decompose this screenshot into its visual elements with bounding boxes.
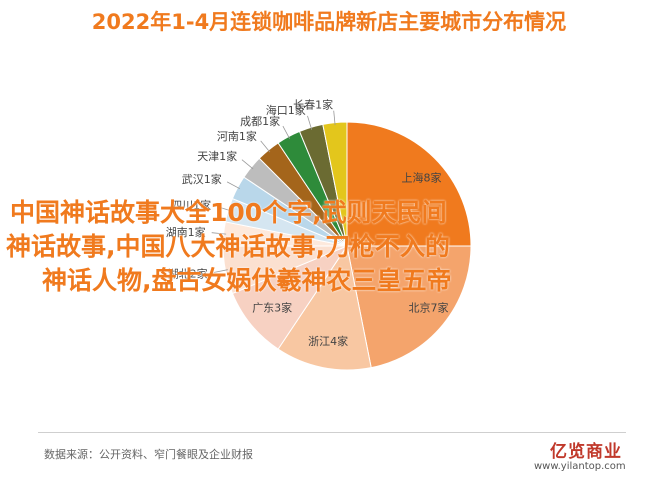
slice-label: 天津1家 (197, 149, 237, 163)
slice-label: 湖北2家 (168, 267, 208, 281)
slice-label: 武汉1家 (182, 172, 222, 186)
brand-url: www.yilantop.com (534, 461, 626, 472)
pie-slice (346, 121, 472, 247)
slice-label: 长春1家 (293, 98, 333, 112)
leader-line (333, 110, 336, 126)
slice-label: 北京7家 (409, 300, 449, 314)
leader-line (307, 115, 313, 130)
leader-line (260, 140, 271, 153)
overlay-line-2: 神话故事,中国八大神话故事,刀枪不入的 (6, 232, 450, 261)
pie-slice (277, 244, 372, 371)
brand-logo: 亿览商业 (550, 442, 622, 462)
data-source: 数据来源：公开资料、窄门餐眼及企业财报 (44, 448, 253, 461)
overlay-line-1: 中国神话故事大全100个字,武则天民间 (10, 198, 447, 227)
slice-label: 河南1家 (217, 129, 257, 143)
slice-label: 上海8家 (402, 171, 442, 185)
slice-label: 四川1家 (171, 198, 211, 212)
footer-divider (38, 432, 626, 433)
leader-line (282, 125, 291, 139)
leader-line (226, 181, 240, 190)
overlay-text: 中国神话故事大全100个字,武则天民间 神话故事,中国八大神话故事,刀枪不入的 … (0, 196, 658, 298)
slice-label: 成都1家 (240, 114, 280, 128)
leader-line (216, 206, 231, 212)
leader-line (241, 159, 254, 170)
slice-label: 湖南1家 (166, 225, 206, 239)
chart-title: 2022年1-4月连锁咖啡品牌新店主要城市分布情况 (91, 10, 567, 34)
overlay-line-3: 神话人物,盘古女娲伏羲神农三皇五帝 (42, 266, 452, 295)
pie-slice (346, 245, 472, 369)
leader-line (213, 269, 228, 273)
slice-label: 浙江4家 (308, 334, 348, 348)
leader-line (211, 232, 227, 235)
slice-label: 广东3家 (252, 300, 292, 314)
slice-label: 海口1家 (266, 103, 306, 117)
